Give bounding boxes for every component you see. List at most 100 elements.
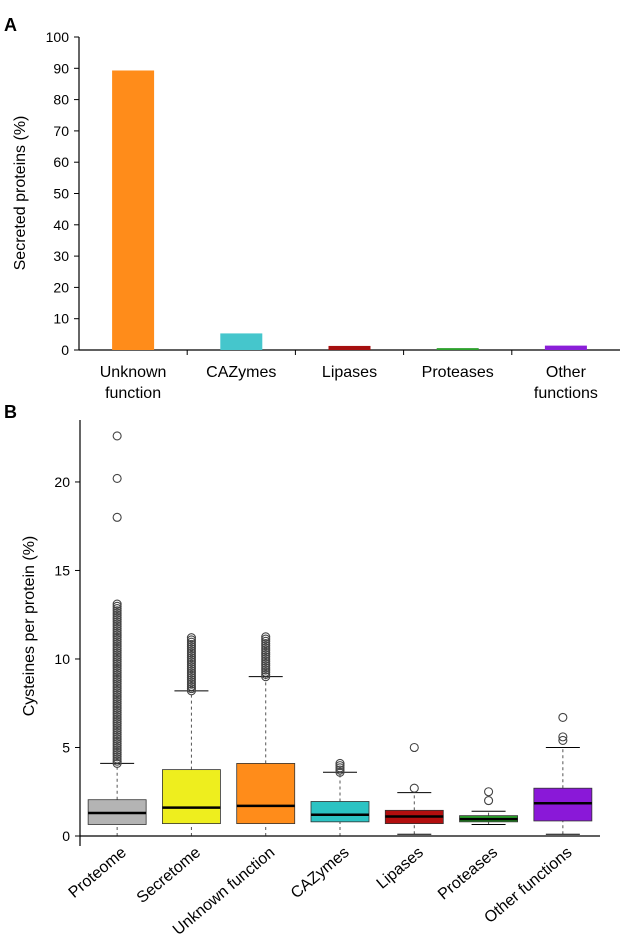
panel-b-outlier (112, 630, 122, 640)
panel-b-outlier (112, 723, 122, 733)
panel-b-outlier (112, 601, 122, 611)
panel-b-outlier (112, 608, 122, 618)
panel-b-outlier (186, 684, 196, 694)
panel-b-y-axis-title: Cysteines per protein (%) (21, 536, 38, 717)
panel-b-outlier (112, 676, 122, 687)
panel-b-outlier (186, 644, 196, 654)
panel-b-box (162, 769, 221, 825)
panel-b-outlier (112, 694, 122, 704)
panel-b-label: B (4, 402, 17, 422)
panel-b-outlier (112, 741, 122, 751)
panel-b-outlier (112, 473, 122, 483)
panel-b-outlier (335, 761, 345, 771)
panel-a-bar-chart: Secreted proteins (%) 0 10 20 30 40 50 60 70 80 9… (12, 29, 620, 402)
panel-b-outlier (186, 637, 196, 647)
panel-b-outlier (112, 738, 122, 749)
panel-a-bar (112, 70, 155, 350)
panel-b-outlier (112, 668, 122, 678)
panel-b-category-label: Secretome (134, 844, 204, 907)
panel-b-outlier (112, 661, 122, 671)
panel-b-outlier (112, 619, 122, 629)
panel-b-outlier (484, 796, 494, 806)
panel-b-outlier (112, 674, 122, 684)
panel-b-outlier (112, 634, 122, 645)
panel-b-y-tick-label: 15 (54, 562, 70, 578)
panel-b-outlier (112, 703, 122, 713)
panel-b-outlier (112, 754, 122, 764)
panel-b-outlier (112, 727, 122, 737)
panel-b-outlier (261, 665, 271, 675)
panel-b-outlier (186, 679, 196, 689)
panel-b-outlier (186, 664, 196, 674)
panel-b-outlier (261, 654, 271, 664)
panel-a-bar (328, 345, 371, 350)
panel-b-outlier (112, 670, 122, 680)
panel-b-outlier (261, 663, 271, 673)
panel-b-outlier (186, 633, 196, 643)
panel-b-outlier (261, 632, 271, 642)
panel-b-outlier (112, 621, 122, 631)
panel-b-outlier (186, 670, 196, 680)
panel-b-outlier (112, 712, 122, 722)
panel-b-outlier (112, 756, 122, 766)
panel-b-outlier (112, 745, 122, 755)
panel-b-box (236, 763, 296, 825)
panel-a-bar (544, 345, 587, 350)
panel-b-outlier (186, 661, 196, 672)
panel-b-outlier (186, 635, 196, 645)
panel-b-outlier (261, 647, 271, 657)
panel-b-outlier (186, 648, 196, 658)
panel-b-outlier (261, 652, 271, 662)
panel-b-outlier (186, 639, 196, 649)
panel-b-outlier (484, 787, 494, 797)
panel-b-outlier (186, 653, 196, 663)
panel-b-outlier (112, 628, 122, 638)
panel-a-y-tick-label: 0 (61, 342, 69, 358)
panel-b-outlier (112, 707, 122, 718)
panel-b-y-tick-label: 5 (62, 739, 70, 755)
panel-b-outlier (186, 668, 196, 678)
panel-a-y-tick-label: 10 (53, 311, 69, 327)
panel-b-outlier (112, 705, 122, 715)
panel-b-outlier (261, 634, 271, 644)
panel-b-outlier (186, 675, 196, 685)
panel-b-outlier (112, 721, 122, 731)
panel-b-outlier (261, 667, 271, 677)
panel-b-outlier (335, 758, 345, 768)
panel-b-outlier (112, 683, 122, 693)
panel-b-outlier (186, 659, 196, 669)
panel-b-outlier (112, 692, 122, 702)
panel-b-outlier (186, 650, 196, 660)
panel-b-outlier (112, 632, 122, 642)
panel-b-outlier (186, 646, 196, 656)
panel-b-box-plot: Cysteines per protein (%) 0 5 10 15 20 Proteo… (21, 420, 600, 939)
panel-b-outlier (261, 669, 271, 680)
panel-a-category-label: Other (546, 364, 587, 381)
panel-a-category-label: Lipases (322, 364, 377, 381)
panel-a-y-tick-label: 100 (46, 29, 70, 45)
panel-b-outlier (112, 639, 122, 649)
panel-b-outlier (112, 701, 122, 711)
panel-b-outlier (261, 656, 271, 666)
panel-b-outlier (112, 690, 122, 700)
panel-b-outlier (112, 431, 122, 441)
panel-b-category-label: Proteases (435, 844, 501, 903)
panel-b-outlier (112, 734, 122, 744)
panel-b-outlier (112, 654, 122, 664)
panel-a-bar (436, 348, 479, 350)
panel-a-y-tick-label: 90 (53, 60, 69, 76)
panel-b-outlier (112, 688, 122, 698)
panel-a-y-tick-label: 30 (53, 248, 69, 264)
panel-b-outlier (112, 716, 122, 726)
panel-b-outlier (112, 725, 122, 735)
panel-a-y-tick-label: 20 (53, 279, 69, 295)
panel-a-y-tick-label: 80 (53, 92, 69, 108)
panel-b-outlier (112, 714, 122, 724)
panel-b-outlier (112, 752, 122, 762)
panel-b-box (310, 801, 370, 823)
panel-b-outlier (112, 610, 122, 620)
panel-b-outlier (112, 685, 122, 695)
panel-b-category-label: Lipases (374, 844, 427, 892)
panel-a-category-label: Proteases (422, 364, 494, 381)
